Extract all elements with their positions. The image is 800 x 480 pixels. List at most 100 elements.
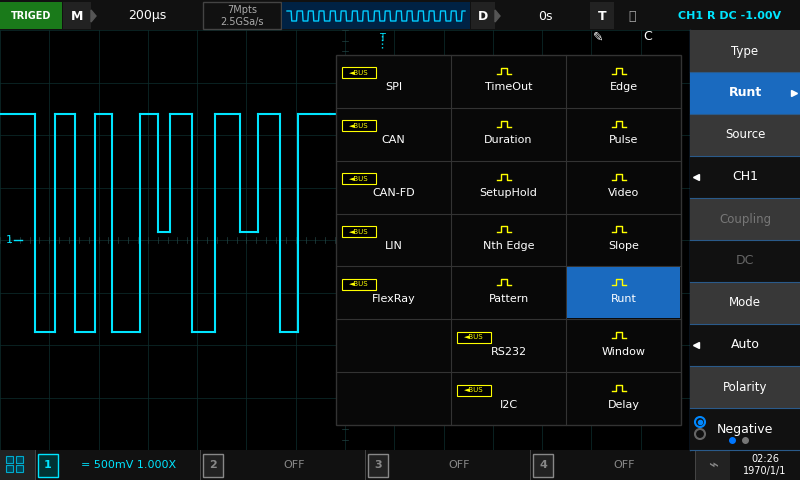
- Bar: [0, 2, 62, 29]
- Text: Type: Type: [731, 45, 758, 58]
- Bar: [0, 0, 800, 30]
- Bar: [695, 450, 696, 480]
- Text: ⌁: ⌁: [708, 456, 718, 474]
- Bar: [0, 30, 690, 450]
- Bar: [457, 332, 491, 343]
- Bar: [690, 72, 800, 114]
- Text: ◄BUS: ◄BUS: [349, 123, 369, 129]
- Bar: [38, 454, 58, 477]
- Bar: [342, 120, 376, 132]
- Text: OFF: OFF: [614, 460, 634, 470]
- Text: T: T: [379, 33, 385, 43]
- Bar: [368, 454, 388, 477]
- Bar: [690, 240, 800, 282]
- Text: Video: Video: [608, 188, 639, 198]
- Text: M: M: [71, 10, 83, 23]
- Text: TRIGED: TRIGED: [11, 11, 51, 21]
- Text: ◄BUS: ◄BUS: [349, 281, 369, 288]
- Polygon shape: [495, 10, 500, 22]
- Bar: [342, 279, 376, 290]
- Bar: [590, 2, 614, 29]
- Bar: [16, 456, 23, 463]
- Bar: [203, 454, 223, 477]
- Text: Window: Window: [602, 347, 646, 357]
- Text: Duration: Duration: [484, 135, 533, 145]
- Text: ◄BUS: ◄BUS: [349, 228, 369, 235]
- Bar: [365, 450, 366, 480]
- Text: 1: 1: [44, 460, 52, 470]
- Text: = 500mV 1.000X: = 500mV 1.000X: [82, 460, 177, 470]
- Bar: [342, 226, 376, 237]
- Bar: [0, 450, 35, 480]
- Text: Polarity: Polarity: [722, 381, 767, 394]
- Text: 2: 2: [209, 460, 217, 470]
- Bar: [690, 408, 800, 450]
- Bar: [730, 450, 800, 480]
- Text: ◄BUS: ◄BUS: [349, 176, 369, 181]
- Text: 02:26: 02:26: [751, 454, 779, 464]
- Text: OFF: OFF: [448, 460, 470, 470]
- Text: Pattern: Pattern: [488, 294, 529, 304]
- Text: I2C: I2C: [499, 399, 518, 409]
- Bar: [342, 67, 376, 78]
- Text: 7Mpts: 7Mpts: [227, 5, 257, 15]
- Bar: [6, 465, 13, 472]
- Text: Delay: Delay: [607, 399, 639, 409]
- Text: ◄BUS: ◄BUS: [464, 334, 484, 340]
- Bar: [342, 173, 376, 184]
- Bar: [533, 454, 553, 477]
- Text: OFF: OFF: [283, 460, 305, 470]
- Text: Runt: Runt: [728, 86, 762, 99]
- Bar: [696, 450, 730, 480]
- Text: Pulse: Pulse: [609, 135, 638, 145]
- Bar: [92, 2, 202, 29]
- Bar: [457, 384, 491, 396]
- Text: Source: Source: [725, 129, 765, 142]
- Text: CAN-FD: CAN-FD: [372, 188, 415, 198]
- Bar: [690, 282, 800, 324]
- Bar: [501, 2, 589, 29]
- Text: 1970/1/1: 1970/1/1: [743, 466, 786, 476]
- Bar: [0, 450, 800, 480]
- Text: Slope: Slope: [608, 241, 639, 251]
- Text: 1: 1: [6, 235, 13, 245]
- Bar: [690, 30, 800, 450]
- Bar: [567, 267, 680, 318]
- Polygon shape: [91, 10, 96, 22]
- Text: Runt: Runt: [610, 294, 637, 304]
- Bar: [690, 114, 800, 156]
- Bar: [200, 450, 201, 480]
- Text: C: C: [644, 31, 652, 44]
- Text: ✎: ✎: [593, 31, 603, 44]
- Text: Edge: Edge: [610, 83, 638, 93]
- Text: ◄BUS: ◄BUS: [349, 70, 369, 76]
- Bar: [690, 366, 800, 408]
- Text: SPI: SPI: [385, 83, 402, 93]
- Bar: [530, 450, 531, 480]
- Text: SetupHold: SetupHold: [479, 188, 538, 198]
- Text: 4: 4: [539, 460, 547, 470]
- Text: LIN: LIN: [385, 241, 402, 251]
- Text: Mode: Mode: [729, 297, 761, 310]
- Bar: [282, 2, 470, 29]
- Text: 2.5GSa/s: 2.5GSa/s: [220, 17, 264, 27]
- Text: 0s: 0s: [538, 10, 552, 23]
- Bar: [63, 2, 91, 29]
- Text: Coupling: Coupling: [719, 213, 771, 226]
- Text: DC: DC: [736, 254, 754, 267]
- Bar: [471, 2, 495, 29]
- Text: T: T: [598, 10, 606, 23]
- Bar: [203, 2, 281, 29]
- Bar: [690, 30, 800, 72]
- Bar: [336, 55, 681, 425]
- Text: 3: 3: [374, 460, 382, 470]
- Text: FlexRay: FlexRay: [372, 294, 415, 304]
- Bar: [690, 324, 800, 366]
- Text: CH1: CH1: [732, 170, 758, 183]
- Text: Nth Edge: Nth Edge: [482, 241, 534, 251]
- Bar: [16, 465, 23, 472]
- Bar: [35, 450, 36, 480]
- Text: D: D: [478, 10, 488, 23]
- Text: CAN: CAN: [382, 135, 406, 145]
- Text: ⌶: ⌶: [628, 10, 636, 23]
